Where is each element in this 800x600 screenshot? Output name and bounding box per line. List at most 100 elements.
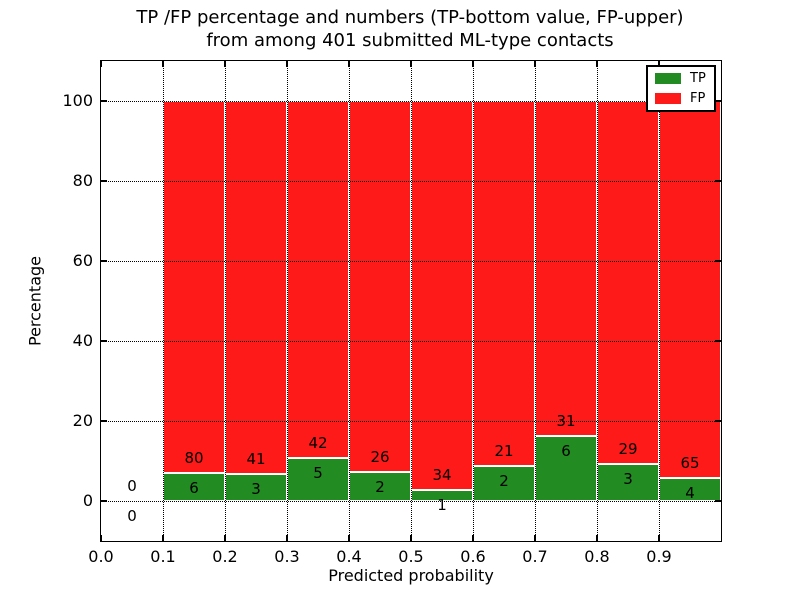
tp-color-swatch xyxy=(655,73,681,84)
x-tick-top xyxy=(596,61,598,67)
x-tick-bottom xyxy=(596,535,598,541)
tp-count-label: 3 xyxy=(623,469,633,488)
tp-count-label: 5 xyxy=(313,464,323,483)
legend-item-tp: TP xyxy=(655,72,707,85)
x-tick-bottom xyxy=(534,535,536,541)
x-axis-label: Predicted probability xyxy=(328,566,494,585)
fp-bar-segment xyxy=(349,101,411,473)
x-gridline xyxy=(410,61,412,541)
x-tick-top xyxy=(658,61,660,67)
x-tick-bottom xyxy=(286,535,288,541)
tp-bar-segment xyxy=(535,436,597,501)
y-tick-left xyxy=(101,100,107,102)
x-tick-top xyxy=(224,61,226,67)
x-gridline xyxy=(658,61,660,541)
fp-bar-segment xyxy=(473,101,535,467)
y-tick-label: 60 xyxy=(72,251,93,270)
x-tick-bottom xyxy=(100,535,102,541)
fp-bar-segment xyxy=(225,101,287,474)
chart-title-line1: TP /FP percentage and numbers (TP-bottom… xyxy=(136,7,684,28)
y-tick-right xyxy=(715,420,721,422)
fp-bar-segment xyxy=(659,101,721,478)
chart-title: TP /FP percentage and numbers (TP-bottom… xyxy=(100,6,720,52)
x-tick-label: 0.1 xyxy=(150,547,176,566)
tp-count-label: 4 xyxy=(685,483,695,502)
tp-bar-segment xyxy=(287,458,349,501)
x-tick-label: 0.5 xyxy=(398,547,424,566)
tp-bar-segment xyxy=(225,473,287,501)
x-tick-label: 0.8 xyxy=(584,547,610,566)
y-tick-left xyxy=(101,420,107,422)
legend: TP FP xyxy=(646,65,716,112)
tp-bar-segment xyxy=(473,466,535,501)
tp-count-label: 6 xyxy=(189,479,199,498)
x-tick-top xyxy=(162,61,164,67)
x-tick-bottom xyxy=(658,535,660,541)
fp-bar-segment xyxy=(535,101,597,437)
y-tick-right xyxy=(715,340,721,342)
fp-count-label: 21 xyxy=(494,442,514,461)
x-tick-top xyxy=(534,61,536,67)
x-tick-top xyxy=(410,61,412,67)
tp-bar-segment xyxy=(659,477,721,501)
tp-bar-segment xyxy=(349,472,411,501)
fp-count-label: 29 xyxy=(618,439,638,458)
y-tick-label: 40 xyxy=(72,331,93,350)
tp-count-label: 6 xyxy=(561,442,571,461)
x-gridline xyxy=(286,61,288,541)
x-tick-bottom xyxy=(162,535,164,541)
x-tick-label: 0.0 xyxy=(88,547,114,566)
x-tick-label: 0.6 xyxy=(460,547,486,566)
x-tick-top xyxy=(472,61,474,67)
fp-count-label: 0 xyxy=(127,477,137,495)
legend-label-tp: TP xyxy=(690,71,706,86)
x-tick-bottom xyxy=(410,535,412,541)
x-tick-bottom xyxy=(348,535,350,541)
x-gridline xyxy=(162,61,164,541)
x-tick-label: 0.2 xyxy=(212,547,238,566)
y-tick-label: 0 xyxy=(82,491,93,510)
y-tick-left xyxy=(101,340,107,342)
fp-color-swatch xyxy=(655,93,681,104)
y-tick-label: 20 xyxy=(72,411,93,430)
fp-count-label: 80 xyxy=(184,449,204,468)
x-gridline xyxy=(348,61,350,541)
y-tick-label: 80 xyxy=(72,171,93,190)
fp-count-label: 42 xyxy=(308,434,328,453)
tp-bar-segment xyxy=(163,473,225,501)
y-tick-label: 100 xyxy=(62,91,93,110)
y-tick-right xyxy=(715,260,721,262)
tp-count-label: 1 xyxy=(437,495,447,514)
x-tick-bottom xyxy=(224,535,226,541)
y-tick-left xyxy=(101,260,107,262)
x-tick-top xyxy=(100,61,102,67)
tp-count-label: 3 xyxy=(251,479,261,498)
y-tick-right xyxy=(715,100,721,102)
x-gridline xyxy=(224,61,226,541)
x-tick-top xyxy=(348,61,350,67)
y-tick-right xyxy=(715,500,721,502)
y-tick-right xyxy=(715,180,721,182)
x-gridline xyxy=(534,61,536,541)
chart-title-line2: from among 401 submitted ML-type contact… xyxy=(206,30,614,51)
fp-bar-segment xyxy=(287,101,349,459)
x-tick-bottom xyxy=(472,535,474,541)
x-tick-label: 0.7 xyxy=(522,547,548,566)
tp-count-label: 0 xyxy=(127,507,137,525)
legend-label-fp: FP xyxy=(690,91,706,106)
x-tick-label: 0.9 xyxy=(646,547,672,566)
fp-count-label: 65 xyxy=(680,453,700,472)
plot-area: 0 20 40 60 80 100 0.0 0.1 0.2 0.3 0.4 0.5 0.6 0.7 0.8 0… xyxy=(26,60,722,585)
fp-count-label: 26 xyxy=(370,448,390,467)
fp-bar-segment xyxy=(597,101,659,464)
tp-count-label: 2 xyxy=(375,478,385,497)
tp-bar-segment xyxy=(597,463,659,501)
fp-bar-segment xyxy=(411,101,473,490)
fp-bar-segment xyxy=(163,101,225,474)
y-tick-left xyxy=(101,500,107,502)
fp-count-label: 34 xyxy=(432,465,452,484)
fp-count-label: 31 xyxy=(556,412,576,431)
x-tick-top xyxy=(286,61,288,67)
x-gridline xyxy=(596,61,598,541)
x-tick-label: 0.3 xyxy=(274,547,300,566)
